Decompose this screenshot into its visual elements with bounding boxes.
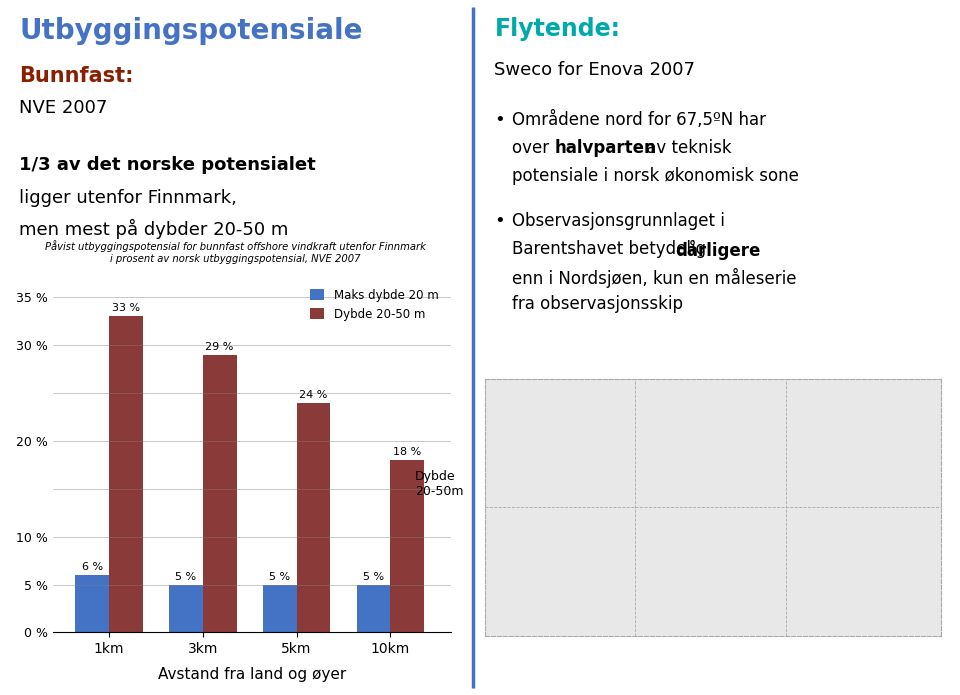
Bar: [356, 584, 391, 632]
Text: 6 %: 6 %: [82, 562, 103, 572]
Text: Sweco for Enova 2007: Sweco for Enova 2007: [494, 61, 695, 79]
Text: 5 %: 5 %: [363, 572, 384, 582]
Text: i prosent av norsk utbyggingspotensial, NVE 2007: i prosent av norsk utbyggingspotensial, …: [110, 254, 360, 264]
Text: 29 %: 29 %: [205, 342, 234, 352]
Text: 33 %: 33 %: [112, 304, 140, 313]
Bar: [203, 354, 236, 632]
Text: 5 %: 5 %: [176, 572, 197, 582]
Legend: Maks dybde 20 m, Dybde 20-50 m: Maks dybde 20 m, Dybde 20-50 m: [305, 284, 444, 325]
Text: 18 %: 18 %: [393, 447, 421, 457]
Text: Områdene nord for 67,5ºN har: Områdene nord for 67,5ºN har: [512, 111, 766, 129]
X-axis label: Avstand fra land og øyer: Avstand fra land og øyer: [157, 667, 347, 682]
Bar: [75, 575, 109, 632]
Text: •: •: [494, 111, 505, 129]
Text: av teknisk: av teknisk: [641, 139, 732, 157]
Bar: [297, 402, 330, 632]
Text: ligger utenfor Finnmark,: ligger utenfor Finnmark,: [19, 189, 237, 207]
Text: Påvist utbyggingspotensial for bunnfast offshore vindkraft utenfor Finnmark: Påvist utbyggingspotensial for bunnfast …: [45, 240, 425, 252]
Text: fra observasjonsskip: fra observasjonsskip: [512, 295, 683, 313]
Text: over: over: [512, 139, 554, 157]
Text: Bunnfast:: Bunnfast:: [19, 66, 133, 86]
Text: Dybde
20-50m: Dybde 20-50m: [415, 470, 463, 498]
Text: •: •: [494, 212, 505, 230]
Bar: [169, 584, 203, 632]
Text: 1/3 av det norske potensialet: 1/3 av det norske potensialet: [19, 156, 316, 174]
Bar: [109, 316, 143, 632]
Text: halvparten: halvparten: [555, 139, 657, 157]
Text: enn i Nordsjøen, kun en måleserie: enn i Nordsjøen, kun en måleserie: [512, 268, 796, 288]
Text: Utbyggingspotensiale: Utbyggingspotensiale: [19, 17, 363, 45]
Text: men mest på dybder 20-50 m: men mest på dybder 20-50 m: [19, 219, 289, 239]
Bar: [391, 460, 424, 632]
Text: Barentshavet betydelig: Barentshavet betydelig: [512, 240, 711, 258]
Text: Flytende:: Flytende:: [494, 17, 620, 42]
Text: dårligere: dårligere: [675, 240, 760, 260]
Text: NVE 2007: NVE 2007: [19, 99, 108, 117]
Text: Observasjonsgrunnlaget i: Observasjonsgrunnlaget i: [512, 212, 725, 230]
Text: potensiale i norsk økonomisk sone: potensiale i norsk økonomisk sone: [512, 167, 799, 185]
Bar: [263, 584, 297, 632]
Text: 5 %: 5 %: [269, 572, 290, 582]
Text: 24 %: 24 %: [300, 390, 327, 400]
